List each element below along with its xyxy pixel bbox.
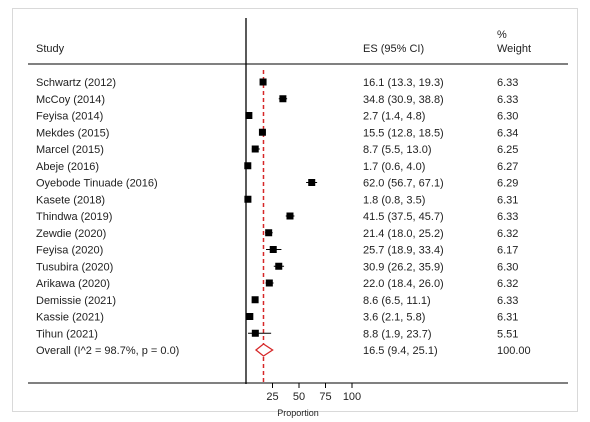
study-label: Abeje (2016) <box>36 161 99 173</box>
weight-value: 6.31 <box>497 194 518 206</box>
weight-value: 6.33 <box>497 77 518 89</box>
es-ci-value: 41.5 (37.5, 45.7) <box>363 211 444 223</box>
study-row: Schwartz (2012) 16.1 (13.3, 19.3) 6.33 <box>36 77 518 89</box>
study-row: Kassie (2021) 3.6 (2.1, 5.8) 6.31 <box>36 312 518 324</box>
overall-row: Overall (I^2 = 98.7%, p = 0.0) 16.5 (9.4,… <box>36 343 531 357</box>
weight-value: 6.32 <box>497 278 518 290</box>
study-row: Zewdie (2020) 21.4 (18.0, 25.2) 6.32 <box>36 228 518 240</box>
study-row: Kasete (2018) 1.8 (0.8, 3.5) 6.31 <box>36 194 518 206</box>
study-row: Arikawa (2020) 22.0 (18.4, 26.0) 6.32 <box>36 278 518 290</box>
study-label: Feyisa (2020) <box>36 245 103 257</box>
header-weight-percent: % <box>497 29 507 41</box>
study-label: Schwartz (2012) <box>36 77 116 89</box>
point-estimate-marker <box>251 329 259 337</box>
study-row: Feyisa (2020) 25.7 (18.9, 33.4) 6.17 <box>36 245 518 257</box>
x-tick-label: 100 <box>343 391 361 403</box>
study-row: Thindwa (2019) 41.5 (37.5, 45.7) 6.33 <box>36 211 518 223</box>
weight-value: 6.33 <box>497 94 518 106</box>
study-label: Zewdie (2020) <box>36 228 106 240</box>
overall-diamond <box>254 343 274 357</box>
weight-value: 5.51 <box>497 328 518 340</box>
es-ci-value: 8.6 (6.5, 11.1) <box>363 295 431 307</box>
study-label: Tihun (2021) <box>36 328 98 340</box>
study-row: Tusubira (2020) 30.9 (26.2, 35.9) 6.30 <box>36 261 518 273</box>
study-row: Abeje (2016) 1.7 (0.6, 4.0) 6.27 <box>36 161 518 173</box>
point-estimate-marker <box>265 279 273 287</box>
study-label: Oyebode Tinuade (2016) <box>36 178 158 190</box>
study-row: Oyebode Tinuade (2016) 62.0 (56.7, 67.1) 6… <box>36 178 518 190</box>
study-row: Demissie (2021) 8.6 (6.5, 11.1) 6.33 <box>36 295 518 307</box>
es-ci-value: 30.9 (26.2, 35.9) <box>363 261 444 273</box>
study-row: Feyisa (2014) 2.7 (1.4, 4.8) 6.30 <box>36 111 518 123</box>
header-weight: Weight <box>497 43 531 55</box>
weight-value: 6.32 <box>497 228 518 240</box>
weight-value: 6.25 <box>497 144 518 156</box>
header-es-ci: ES (95% CI) <box>363 43 424 55</box>
weight-value: 6.30 <box>497 261 518 273</box>
point-estimate-marker <box>244 195 252 203</box>
study-label: Kasete (2018) <box>36 194 105 206</box>
study-label: Mekdes (2015) <box>36 127 109 139</box>
study-row: McCoy (2014) 34.8 (30.9, 38.8) 6.33 <box>36 94 518 106</box>
es-ci-value: 62.0 (56.7, 67.1) <box>363 178 444 190</box>
study-row: Mekdes (2015) 15.5 (12.8, 18.5) 6.34 <box>36 127 518 139</box>
point-estimate-marker <box>275 262 283 270</box>
point-estimate-marker <box>259 78 267 86</box>
study-label: Demissie (2021) <box>36 295 116 307</box>
es-ci-value: 25.7 (18.9, 33.4) <box>363 245 444 257</box>
point-estimate-marker <box>279 95 287 103</box>
es-ci-value: 1.7 (0.6, 4.0) <box>363 161 425 173</box>
plot-frame <box>12 8 578 412</box>
study-label: Thindwa (2019) <box>36 211 112 223</box>
point-estimate-marker <box>308 179 316 186</box>
overall-es-ci-value: 16.5 (9.4, 25.1) <box>363 345 438 357</box>
overall-label: Overall (I^2 = 98.7%, p = 0.0) <box>36 345 179 357</box>
study-label: Marcel (2015) <box>36 144 104 156</box>
study-label: Arikawa (2020) <box>36 278 110 290</box>
overall-weight-value: 100.00 <box>497 345 531 357</box>
column-headers: Study ES (95% CI) % Weight <box>36 29 531 55</box>
point-estimate-marker <box>245 112 253 119</box>
weight-value: 6.27 <box>497 161 518 173</box>
x-tick-label: 75 <box>319 391 331 403</box>
point-estimate-marker <box>258 128 266 136</box>
x-tick-label: 25 <box>266 391 278 403</box>
es-ci-value: 15.5 (12.8, 18.5) <box>363 127 444 139</box>
es-ci-value: 8.7 (5.5, 13.0) <box>363 144 432 156</box>
header-study: Study <box>36 43 65 55</box>
weight-value: 6.17 <box>497 245 518 257</box>
es-ci-value: 16.1 (13.3, 19.3) <box>363 77 444 89</box>
weight-value: 6.33 <box>497 211 518 223</box>
es-ci-value: 34.8 (30.9, 38.8) <box>363 94 444 106</box>
es-ci-value: 21.4 (18.0, 25.2) <box>363 228 444 240</box>
es-ci-value: 3.6 (2.1, 5.8) <box>363 312 425 324</box>
point-estimate-marker <box>286 212 294 220</box>
es-ci-value: 8.8 (1.9, 23.7) <box>363 328 432 340</box>
es-ci-value: 1.8 (0.8, 3.5) <box>363 194 425 206</box>
weight-value: 6.34 <box>497 127 518 139</box>
weight-value: 6.30 <box>497 111 518 123</box>
point-estimate-marker <box>251 145 259 153</box>
study-rows: Schwartz (2012) 16.1 (13.3, 19.3) 6.33McCo… <box>36 77 518 340</box>
weight-value: 6.31 <box>497 312 518 324</box>
study-label: Kassie (2021) <box>36 312 104 324</box>
point-estimate-marker <box>265 229 273 237</box>
x-axis-label: Proportion <box>277 408 319 418</box>
study-row: Marcel (2015) 8.7 (5.5, 13.0) 6.25 <box>36 144 518 156</box>
x-tick-label: 50 <box>293 391 305 403</box>
x-axis: 25 50 75 100 <box>266 383 361 403</box>
es-ci-value: 22.0 (18.4, 26.0) <box>363 278 444 290</box>
study-row: Tihun (2021) 8.8 (1.9, 23.7) 5.51 <box>36 328 518 340</box>
study-label: McCoy (2014) <box>36 94 105 106</box>
weight-value: 6.29 <box>497 178 518 190</box>
point-estimate-marker <box>269 246 277 253</box>
point-estimate-marker <box>246 313 254 320</box>
point-estimate-marker <box>251 296 259 304</box>
weight-value: 6.33 <box>497 295 518 307</box>
study-label: Tusubira (2020) <box>36 261 113 273</box>
point-estimate-marker <box>244 162 252 170</box>
es-ci-value: 2.7 (1.4, 4.8) <box>363 111 425 123</box>
study-label: Feyisa (2014) <box>36 111 103 123</box>
